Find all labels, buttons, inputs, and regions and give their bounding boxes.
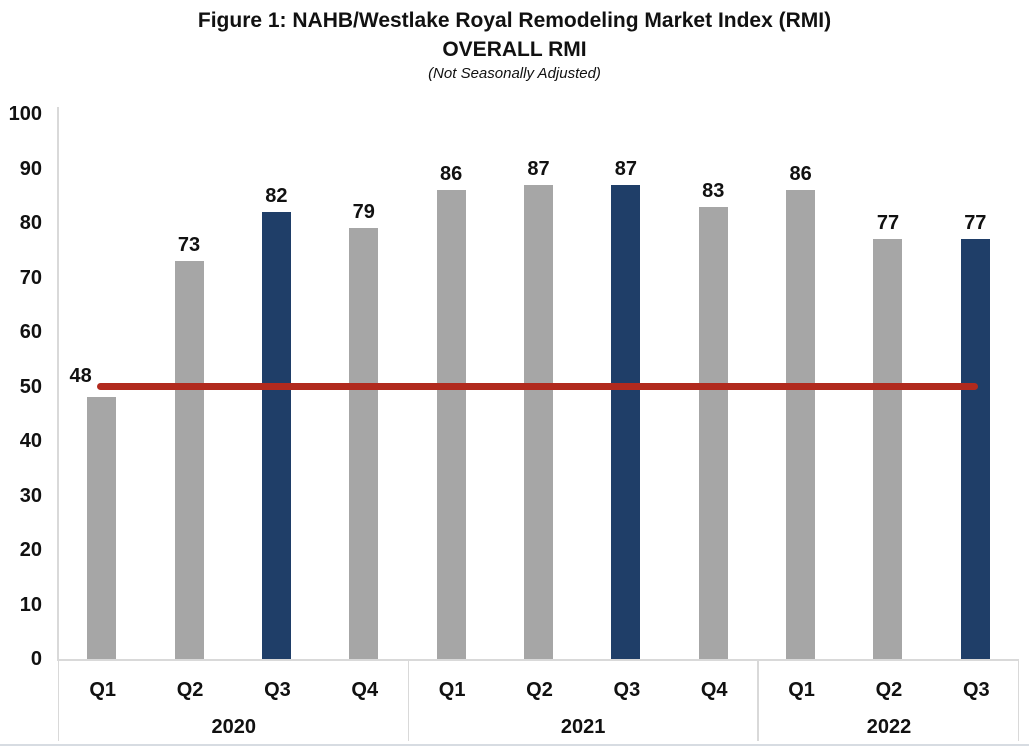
chart-title: Figure 1: NAHB/Westlake Royal Remodeling… (197, 9, 832, 32)
y-tick-label-60: 60 (19, 321, 42, 343)
y-tick-label-100: 100 (8, 103, 42, 125)
y-axis-line (57, 107, 59, 661)
bar-2020-q3 (261, 212, 291, 659)
chart-subtitle: OVERALL RMI (442, 38, 587, 61)
bar-2020-q4 (349, 228, 379, 659)
y-tick-label-40: 40 (19, 430, 42, 452)
quarter-label-2021-q1: Q1 (438, 679, 466, 701)
bar-2021-q1 (436, 190, 466, 659)
y-tick-label-10: 10 (19, 593, 42, 616)
quarter-label-2021-q3: Q3 (613, 679, 641, 701)
y-tick-label-30: 30 (19, 484, 42, 507)
bar-2021-q4 (698, 206, 728, 659)
bar-value-2021-q2: 87 (527, 157, 550, 180)
bar-value-2022-q3: 77 (964, 212, 987, 235)
bar-2021-q3 (611, 184, 641, 659)
bar-value-2020-q2: 73 (177, 234, 201, 257)
bar-2021-q2 (524, 184, 553, 659)
bar-2020-q2 (174, 261, 204, 659)
bar-2022-q2 (873, 239, 903, 659)
quarter-label-2022-q2: Q2 (875, 679, 903, 701)
y-tick-label-0: 0 (30, 648, 42, 670)
quarter-label-2021-q4: Q4 (700, 679, 728, 701)
y-tick-label-80: 80 (19, 212, 42, 234)
plot-area: 48 73 82 79 86 87 87 83 86 77 77 (58, 114, 1019, 659)
category-axis-area: Q1 Q2 Q3 Q4 2020 Q1 Q2 Q3 Q4 2021 Q1 Q2 Q3 2022 (58, 661, 1019, 741)
bar-value-2020-q4: 79 (352, 201, 375, 224)
year-group-separator (407, 661, 410, 741)
bar-value-2022-q1: 86 (789, 163, 812, 186)
year-label-2022: 2022 (866, 716, 912, 738)
year-label-2021: 2021 (560, 716, 606, 738)
quarter-label-2020-q4: Q4 (351, 679, 379, 701)
bar-value-2022-q2: 77 (876, 212, 900, 235)
x-axis-line (57, 659, 1019, 661)
bar-value-2020-q3: 82 (265, 185, 288, 208)
bar-2022-q3 (960, 239, 990, 659)
quarter-label-2021-q2: Q2 (526, 679, 553, 701)
year-group-separator (757, 661, 759, 741)
quarter-label-2020-q2: Q2 (176, 679, 204, 701)
bar-value-2021-q3: 87 (614, 157, 637, 180)
reference-line (97, 383, 978, 390)
bar-value-2021-q1: 86 (440, 163, 463, 186)
y-tick-label-70: 70 (19, 266, 42, 289)
y-tick-label-50: 50 (19, 375, 42, 398)
bar-2020-q1 (87, 397, 117, 659)
chart-note: (Not Seasonally Adjusted) (428, 65, 601, 82)
quarter-label-2020-q1: Q1 (89, 679, 117, 701)
title-block: Figure 1: NAHB/Westlake Royal Remodeling… (0, 8, 1029, 83)
y-tick-label-90: 90 (19, 157, 42, 180)
bottom-border (0, 744, 1029, 746)
quarter-label-2020-q3: Q3 (264, 679, 291, 701)
quarter-label-2022-q3: Q3 (962, 679, 990, 701)
bar-value-2021-q4: 83 (702, 179, 725, 202)
y-tick-label-20: 20 (19, 539, 42, 561)
bar-value-2020-q1: 48 (69, 365, 92, 388)
bar-2022-q1 (786, 190, 816, 659)
year-label-2020: 2020 (211, 716, 256, 738)
quarter-label-2022-q1: Q1 (788, 679, 815, 701)
